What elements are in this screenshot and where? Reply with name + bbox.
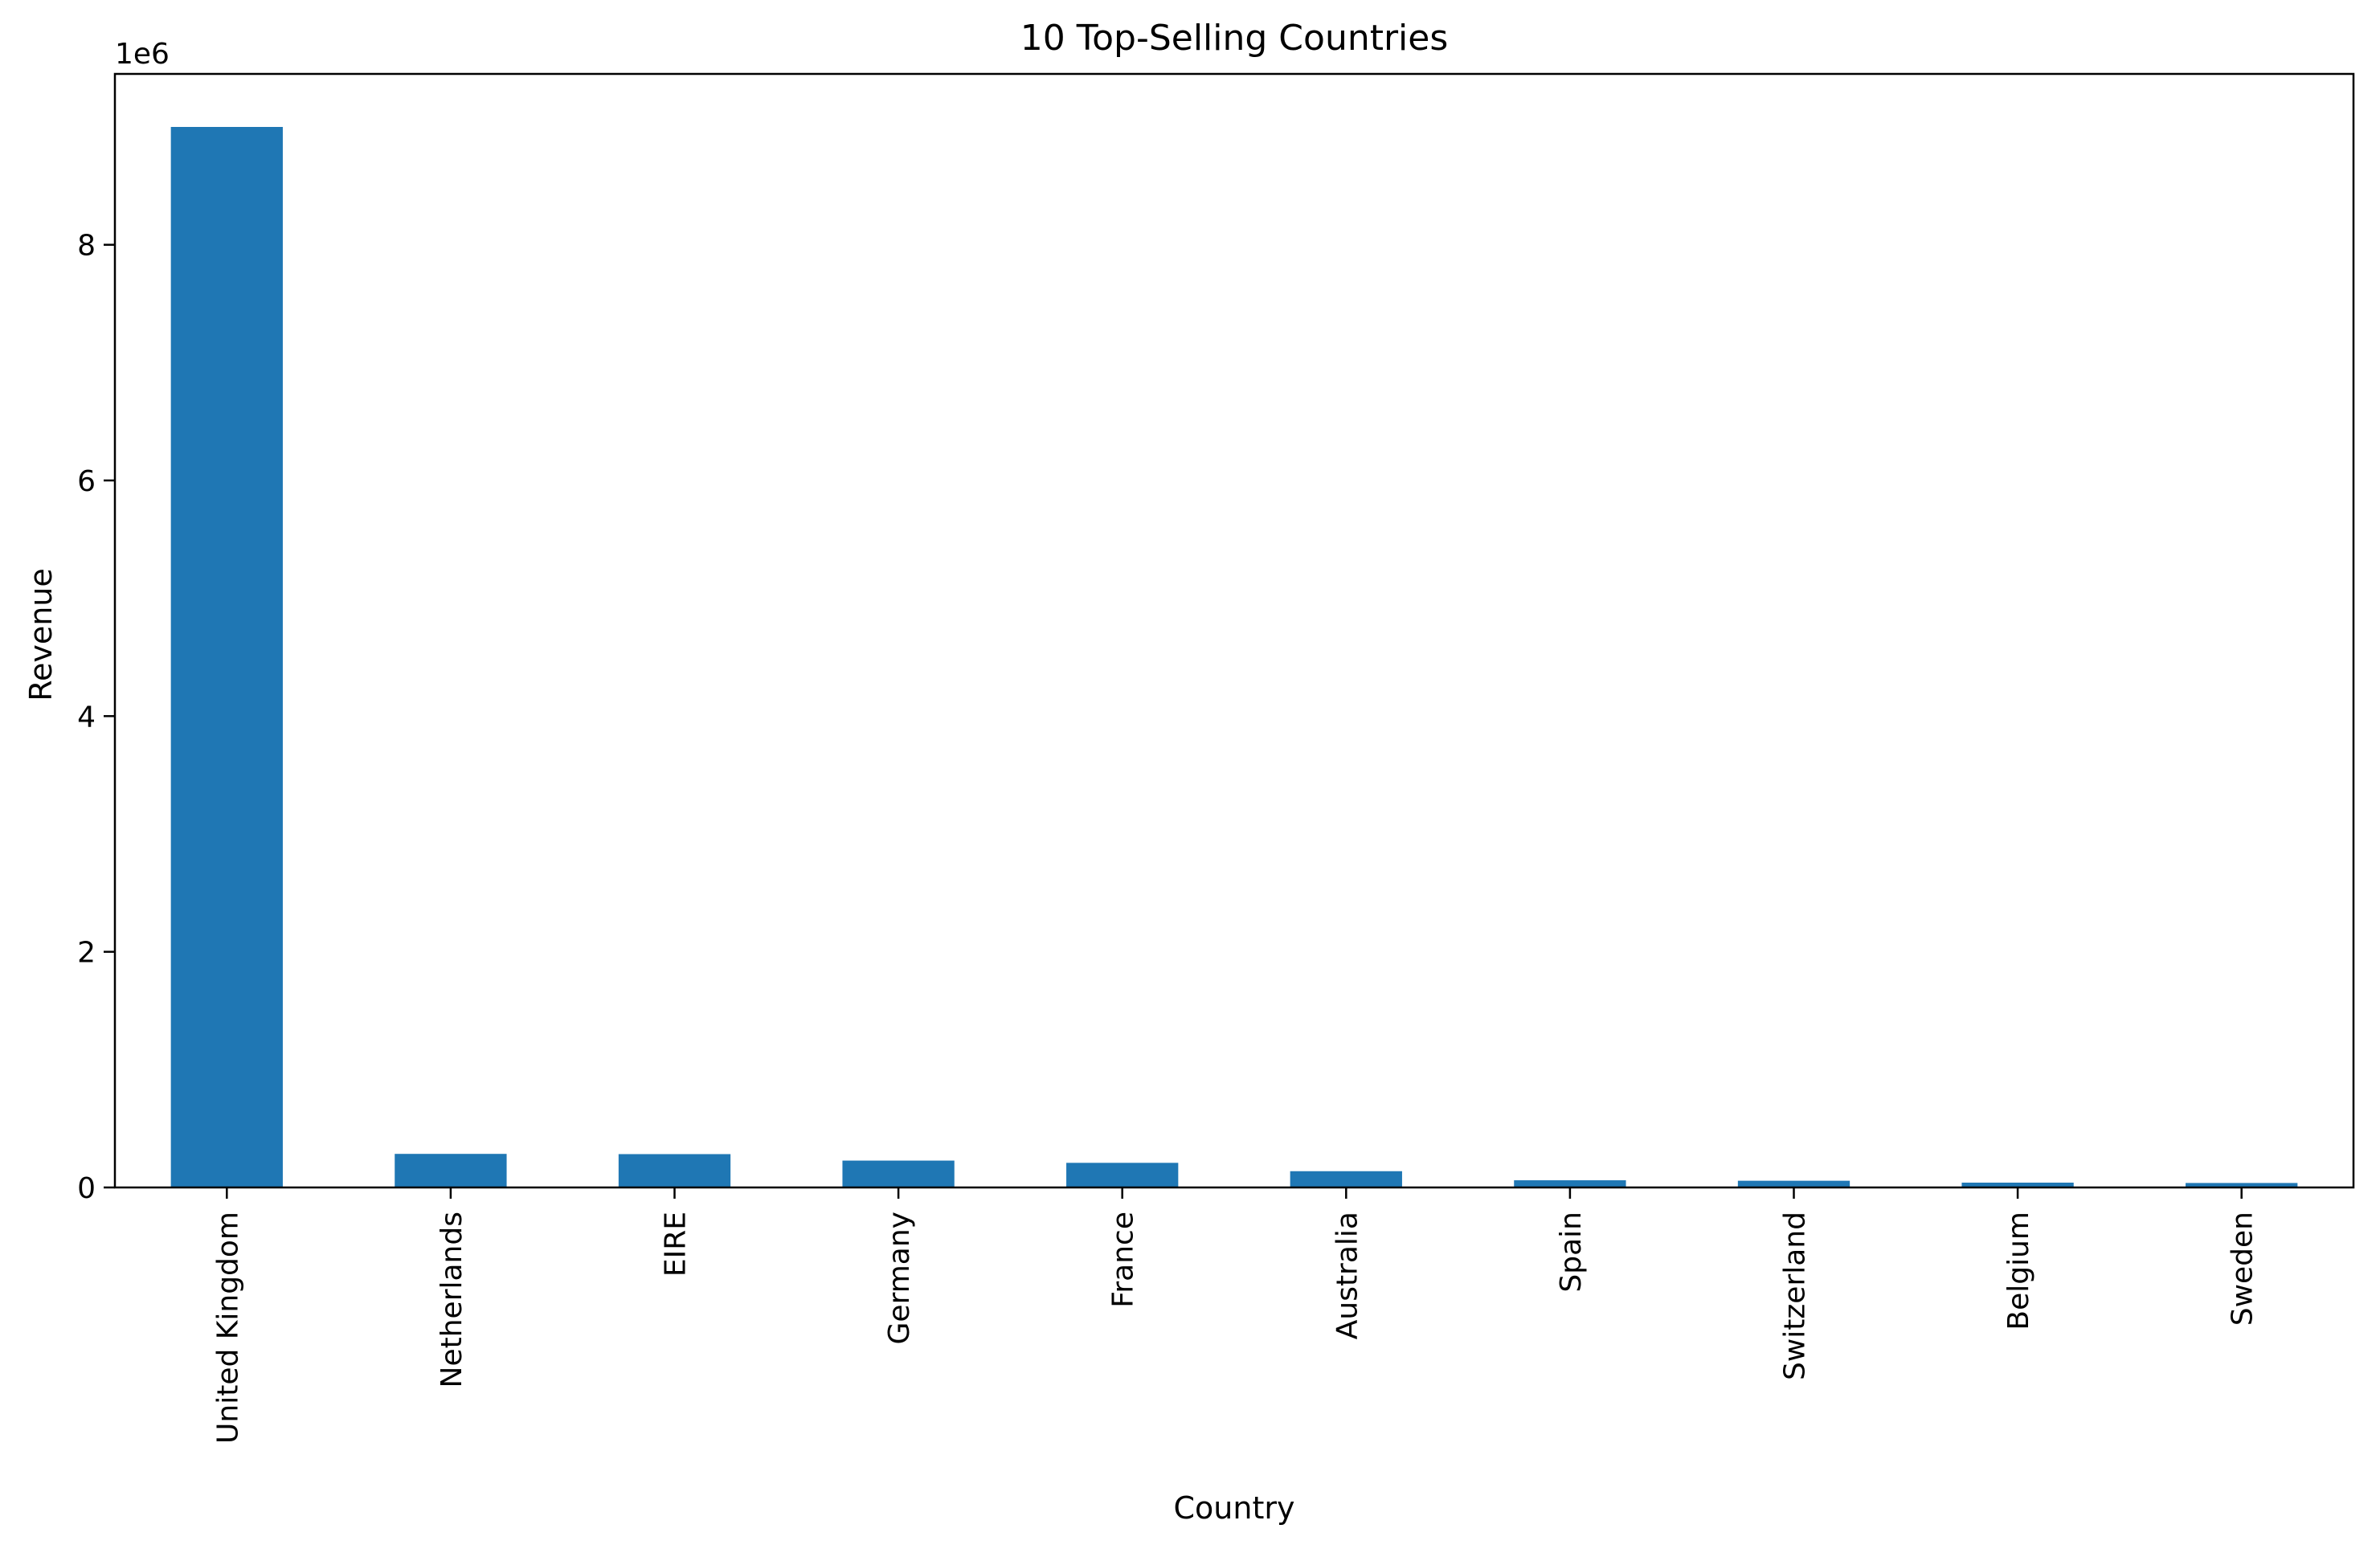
bar [395,1154,507,1187]
x-tick-label: Sweden [2227,1212,2259,1326]
x-tick-label: EIRE [660,1212,693,1277]
bar [170,127,283,1187]
bars-group [170,127,2298,1187]
chart-title: 10 Top-Selling Countries [1020,18,1449,59]
y-tick-label: 8 [77,230,96,263]
bar [1737,1180,1850,1187]
plot-frame [113,72,2355,1189]
y-tick-label: 0 [77,1172,96,1205]
bar [1514,1180,1626,1187]
bar [2186,1183,2298,1187]
x-tick-label: Belgium [2002,1212,2035,1330]
y-axis-offset-label: 1e6 [115,38,170,71]
x-tick-label: Switzerland [1779,1212,1812,1380]
bar [618,1154,731,1187]
y-axis-ticks: 0 2 4 6 8 [77,230,115,1205]
bar [1066,1163,1179,1187]
y-axis-label: Revenue [23,568,59,701]
y-tick-label: 6 [77,465,96,498]
x-tick-label: France [1107,1212,1140,1308]
x-tick-label: United Kingdom [211,1212,244,1444]
x-tick-label: Spain [1555,1212,1588,1293]
bar [1290,1171,1402,1187]
bar [842,1160,955,1187]
bar [1961,1182,2074,1187]
x-axis-ticks: United Kingdom Netherlands EIRE Germany Fran… [211,1187,2259,1444]
x-tick-label: Netherlands [436,1212,468,1388]
y-tick-label: 2 [77,937,96,970]
x-axis-label: Country [1174,1490,1295,1526]
y-tick-label: 4 [77,701,96,734]
x-tick-label: Australia [1331,1212,1364,1339]
x-tick-label: Germany [883,1212,916,1344]
